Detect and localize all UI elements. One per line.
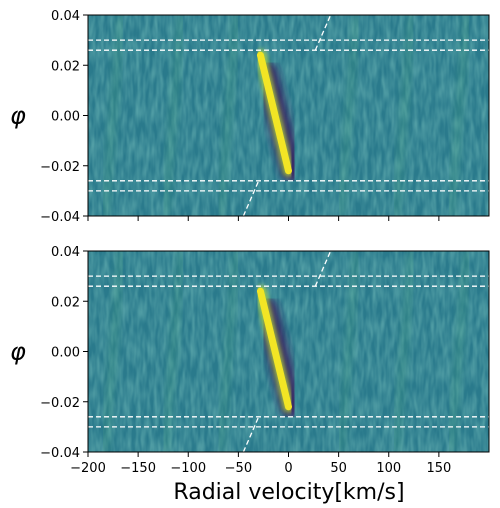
x-tick-label: −150	[120, 461, 156, 476]
residual-streak	[217, 251, 240, 452]
residual-streak	[337, 15, 360, 216]
x-tick-label: 0	[284, 461, 292, 476]
orbit-trace-line	[314, 251, 332, 287]
y-tick-label: −0.04	[40, 446, 80, 461]
residual-streak	[447, 251, 470, 452]
residual-streak	[102, 15, 125, 216]
y-tick-label: 0.02	[51, 59, 80, 74]
panel-bottom: 0.04 0.02 0.00 −0.02 −0.04−200 −150 −100 −50 0 50…	[10, 245, 490, 476]
x-tick-label: 150	[426, 461, 451, 476]
orbit-trace-line	[242, 180, 260, 216]
y-tick-label: 0.02	[51, 295, 80, 310]
residual-streak	[217, 15, 240, 216]
residual-streak	[392, 251, 415, 452]
y-axis-label: φ	[10, 338, 26, 366]
residual-streak	[447, 15, 470, 216]
y-tick-label: −0.02	[40, 396, 80, 411]
planet-signal-trail	[256, 287, 292, 411]
x-tick-label: −200	[70, 461, 106, 476]
x-tick-label: 50	[330, 461, 347, 476]
y-tick-label: 0.04	[51, 245, 80, 260]
panel-top: 0.04 0.02 0.00 −0.02 −0.04 φ	[10, 9, 490, 225]
residual-streak	[162, 251, 185, 452]
orbit-trace-line	[242, 416, 260, 452]
x-tick-label: −100	[170, 461, 206, 476]
residual-streak	[102, 251, 125, 452]
y-axis-label: φ	[10, 102, 26, 130]
residual-streak	[392, 15, 415, 216]
y-tick-label: −0.04	[40, 210, 80, 225]
y-tick-label: 0.04	[51, 9, 80, 24]
residual-streak	[162, 15, 185, 216]
y-tick-label: 0.00	[51, 110, 80, 125]
x-axis-title: Radial velocity[km/s]	[173, 480, 404, 505]
residual-streak	[337, 251, 360, 452]
x-tick-label: −50	[225, 461, 252, 476]
orbit-trace-line	[314, 15, 332, 51]
x-tick-label: 100	[376, 461, 401, 476]
planet-signal-trail	[256, 51, 292, 175]
y-tick-label: 0.00	[51, 346, 80, 361]
y-tick-label: −0.02	[40, 160, 80, 175]
